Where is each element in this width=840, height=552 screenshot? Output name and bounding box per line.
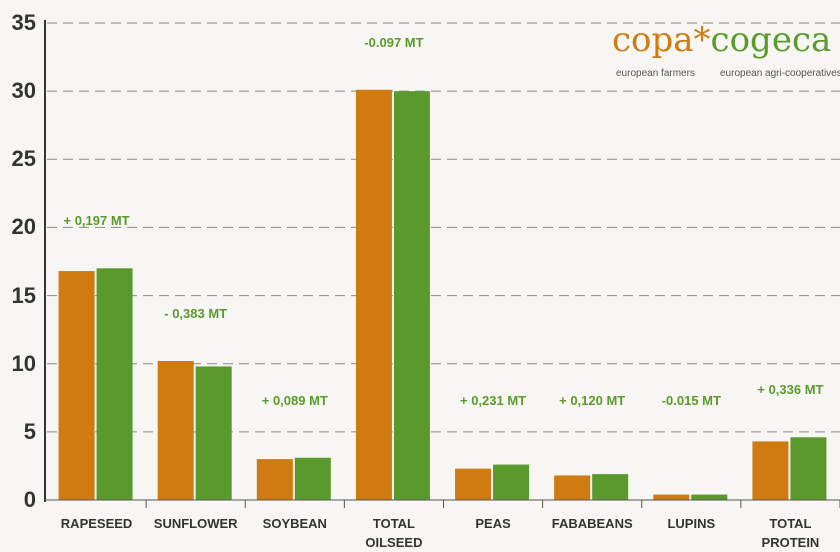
bar [554, 475, 590, 500]
logo-caption: european agri-cooperatives [720, 68, 840, 79]
x-tick-label: FABABEANS [544, 514, 640, 533]
bar [97, 268, 133, 500]
y-tick-label: 5 [0, 419, 36, 445]
y-tick-label: 20 [0, 214, 36, 240]
bar [196, 366, 232, 500]
bar [455, 469, 491, 500]
bar [691, 495, 727, 500]
bar [790, 437, 826, 500]
y-tick-label: 0 [0, 487, 36, 513]
y-tick-label: 15 [0, 283, 36, 309]
x-tick-label: TOTAL PROTEIN CROPS [742, 514, 838, 552]
bar [356, 90, 392, 500]
x-tick-label: RAPESEED [49, 514, 145, 533]
bar [592, 474, 628, 500]
bar [158, 361, 194, 500]
y-tick-label: 35 [0, 10, 36, 36]
x-tick-label: SUNFLOWER [148, 514, 244, 533]
x-tick-label: SOYBEAN [247, 514, 343, 533]
annotation: + 0,336 MT [757, 382, 823, 397]
bar [295, 458, 331, 500]
bar [493, 465, 529, 500]
annotation: + 0,089 MT [262, 393, 328, 408]
y-tick-label: 25 [0, 146, 36, 172]
bar [59, 271, 95, 500]
bar [752, 441, 788, 500]
y-tick-label: 10 [0, 351, 36, 377]
bar [653, 495, 689, 500]
chart: copa*cogeca european farmers european ag… [0, 0, 840, 552]
annotation: - 0,383 MT [164, 306, 227, 321]
logo-cogeca: cogeca [711, 20, 832, 60]
x-tick-label: LUPINS [643, 514, 739, 533]
x-tick-label: PEAS [445, 514, 541, 533]
bar [394, 91, 430, 500]
logo-caption: european farmers [616, 68, 695, 79]
annotation: + 0,231 MT [460, 393, 526, 408]
logo-copa: copa [612, 20, 694, 60]
x-tick-label: TOTAL OILSEED [346, 514, 442, 552]
annotation: -0.097 MT [364, 35, 423, 50]
annotation: + 0,120 MT [559, 393, 625, 408]
plot [0, 0, 840, 552]
y-tick-label: 30 [0, 78, 36, 104]
annotation: + 0,197 MT [64, 213, 130, 228]
logo-star: * [694, 20, 711, 60]
annotation: -0.015 MT [662, 393, 721, 408]
logo: copa*cogeca [612, 20, 831, 60]
bar [257, 459, 293, 500]
